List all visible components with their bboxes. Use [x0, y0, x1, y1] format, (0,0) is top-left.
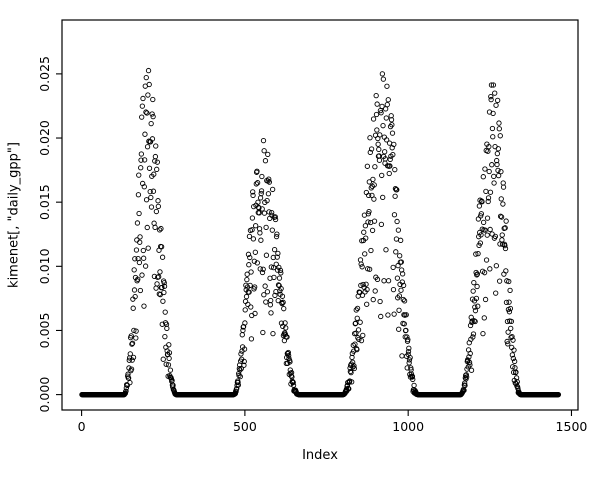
y-axis-label: kimenet[, "daily_gpp"] — [6, 142, 22, 288]
x-tick-label: 500 — [233, 419, 257, 434]
y-tick-label: 0.020 — [37, 120, 52, 156]
x-axis-label: Index — [302, 448, 338, 463]
x-tick-label: 1500 — [556, 419, 588, 434]
y-tick-label: 0.005 — [37, 313, 52, 349]
y-tick-label: 0.010 — [37, 248, 52, 284]
x-tick-label: 0 — [78, 419, 86, 434]
plot-frame — [61, 19, 579, 411]
scatter-points — [79, 67, 562, 398]
x-tick-label: 1000 — [392, 419, 424, 434]
y-tick-label: 0.015 — [37, 184, 52, 220]
y-tick-label: 0.025 — [37, 56, 52, 92]
y-tick-label: 0.000 — [37, 377, 52, 413]
